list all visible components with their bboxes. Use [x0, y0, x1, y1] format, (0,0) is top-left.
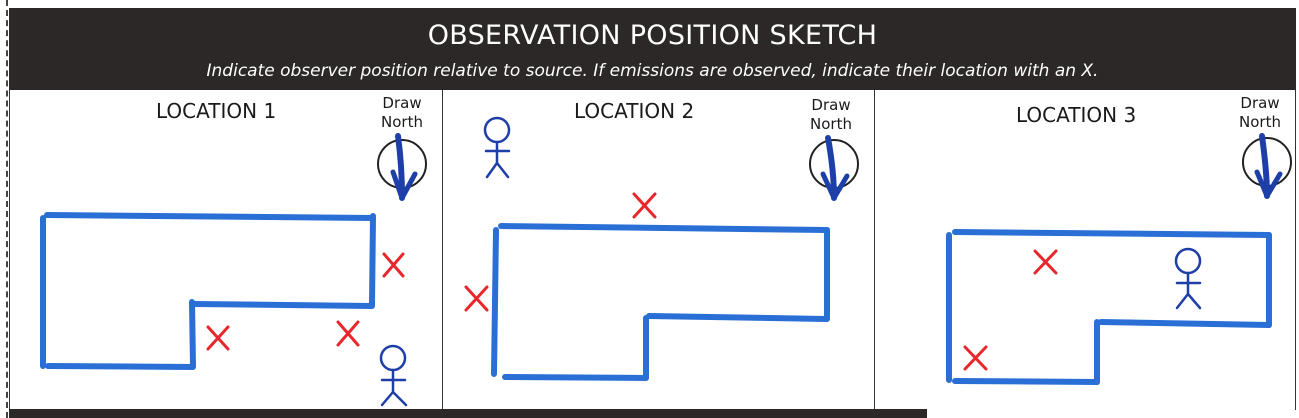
location-panels: LOCATION 1 Draw North	[9, 90, 1296, 410]
bottom-rule	[9, 409, 927, 418]
location-2-north-label: Draw North	[803, 96, 859, 134]
north-arrow-icon	[377, 133, 427, 201]
emission-x-icon	[382, 252, 405, 278]
emission-x-icon	[632, 192, 657, 219]
north-label-line: North	[381, 113, 423, 131]
location-1-sketch	[40, 133, 427, 407]
form-instructions: Indicate observer position relative to s…	[206, 61, 1099, 81]
form-header: OBSERVATION POSITION SKETCH Indicate obs…	[9, 8, 1296, 90]
emission-x-icon	[206, 325, 230, 351]
location-1-north-label: Draw North	[374, 94, 430, 132]
location-3-title: LOCATION 3	[1016, 103, 1137, 127]
location-2-title: LOCATION 2	[574, 99, 695, 123]
source-outline	[491, 223, 830, 381]
emission-x-icon	[963, 345, 988, 371]
observer-icon	[1174, 247, 1202, 310]
location-1-title: LOCATION 1	[156, 99, 277, 123]
north-arrow-icon	[809, 135, 859, 201]
north-label-line: Draw	[382, 94, 422, 112]
north-label-line: Draw	[811, 96, 851, 114]
emission-x-icon	[1033, 249, 1058, 275]
location-2-sketch	[464, 116, 859, 381]
north-label-line: Draw	[1240, 94, 1280, 112]
left-edge-divider	[0, 0, 8, 418]
source-outline	[40, 212, 376, 370]
location-3-panel[interactable]: LOCATION 3 Draw North	[874, 90, 1297, 410]
emission-x-icon	[336, 320, 360, 347]
emission-x-icon	[464, 285, 489, 312]
source-outline	[946, 229, 1272, 385]
observer-icon	[483, 116, 511, 179]
location-2-panel[interactable]: LOCATION 2 Draw North	[442, 90, 874, 410]
observer-icon	[379, 344, 408, 407]
location-3-north-label: Draw North	[1232, 94, 1288, 132]
form-title: OBSERVATION POSITION SKETCH	[427, 20, 878, 51]
location-1-panel[interactable]: LOCATION 1 Draw North	[10, 90, 441, 410]
north-arrow-icon	[1242, 133, 1292, 199]
location-3-sketch	[946, 133, 1292, 385]
north-label-line: North	[810, 115, 852, 133]
north-label-line: North	[1239, 113, 1281, 131]
